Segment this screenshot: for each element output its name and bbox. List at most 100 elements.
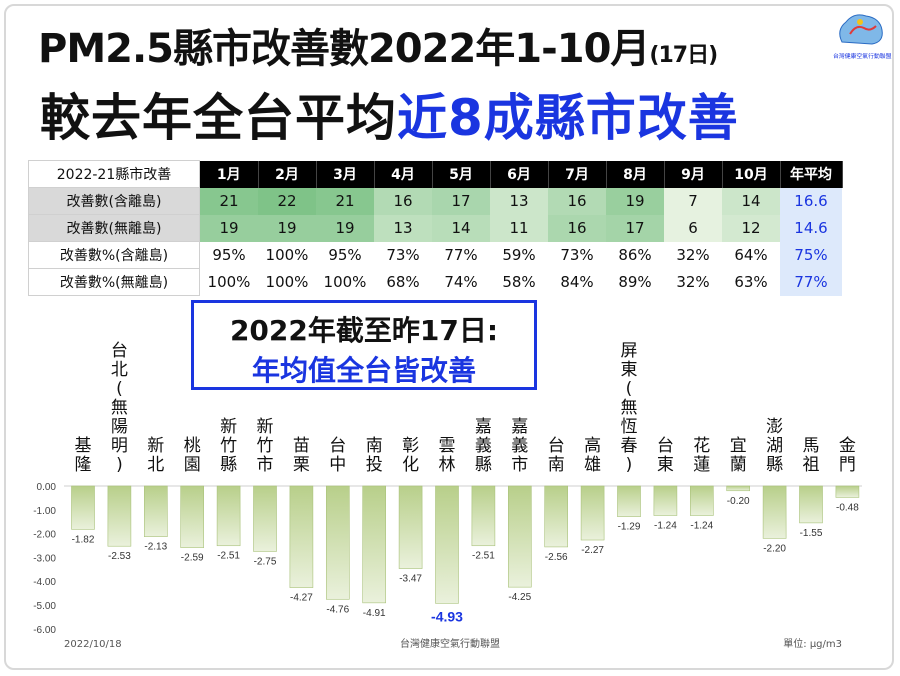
row-label: 改善數(含離島) <box>28 187 200 215</box>
data-label: -1.24 <box>690 521 713 532</box>
category-label: 新竹市 <box>257 417 274 475</box>
category-label: 台中 <box>329 436 346 475</box>
avg-cell: 16.6 <box>780 187 842 215</box>
callout-line1: 2022年截至昨17日: <box>229 314 499 347</box>
table-cell: 17 <box>432 187 490 215</box>
table-cell: 14 <box>432 214 490 242</box>
month-header: 9月 <box>664 160 723 188</box>
data-label: -4.76 <box>326 604 349 615</box>
chart-bar <box>180 485 204 548</box>
data-label: -4.91 <box>363 608 386 619</box>
logo-icon <box>839 14 883 45</box>
subtitle-highlight: 近8成縣市改善 <box>397 89 739 147</box>
table-cell: 68% <box>386 273 420 291</box>
category-label: 宜蘭 <box>730 436 747 475</box>
row-label: 改善數(無離島) <box>28 214 200 242</box>
y-tick-label: -6.00 <box>33 625 56 636</box>
category-label: 新竹縣 <box>220 417 237 475</box>
table-cell: 73% <box>386 246 420 264</box>
month-header: 10月 <box>722 160 781 188</box>
category-label: 彰化 <box>402 436 419 475</box>
avg-cell: 77% <box>780 268 842 296</box>
chart-bar <box>107 485 132 547</box>
improvement-table: 2022-21縣市改善 1月 2月 3月 4月 5月 6月 7月 8月 9月 1… <box>28 160 843 296</box>
title-note: (17日) <box>649 43 718 68</box>
table-cell: 7 <box>664 187 722 215</box>
avg-cell: 14.6 <box>780 214 842 242</box>
chart-bar <box>762 485 787 539</box>
unit-note: 單位: μg/m3 <box>783 637 842 650</box>
chart-bar <box>398 485 423 569</box>
data-label: -3.47 <box>399 574 422 585</box>
chart-bar <box>289 485 314 588</box>
data-label: -4.27 <box>290 593 313 604</box>
data-label: -2.51 <box>217 551 240 562</box>
y-tick-label: -5.00 <box>33 601 56 612</box>
category-label: 嘉義縣 <box>475 417 492 475</box>
month-header: 5月 <box>432 160 491 188</box>
chart-bar <box>507 485 532 588</box>
category-label: 澎湖縣 <box>766 417 783 475</box>
slide-frame <box>4 4 894 670</box>
table-cell: 100% <box>265 273 309 291</box>
y-tick-label: -4.00 <box>33 577 56 588</box>
table-cell: 16 <box>548 214 606 242</box>
page-subtitle: 較去年全台平均近8成縣市改善 <box>40 78 739 150</box>
data-label: -4.25 <box>508 592 531 603</box>
y-tick-label: -2.00 <box>33 530 56 541</box>
table-cell: 17 <box>606 214 664 242</box>
table-cell: 22 <box>258 187 316 215</box>
chart-bar <box>362 485 387 604</box>
data-label: -1.82 <box>72 534 95 545</box>
chart-bar <box>71 485 95 530</box>
data-label: -2.13 <box>144 542 167 553</box>
row-label: 改善數%(含離島) <box>28 241 200 269</box>
table-cell: 6 <box>664 214 722 242</box>
table-cell: 13 <box>490 187 548 215</box>
logo-text: 台灣健康空氣行動聯盟 <box>833 52 892 60</box>
table-cell: 84% <box>560 273 594 291</box>
table-cell: 63% <box>734 273 768 291</box>
month-header: 3月 <box>316 160 375 188</box>
table-row: 改善數(無離島) 19 19 19 13 14 11 16 17 6 12 14… <box>28 214 842 242</box>
table-cell: 95% <box>212 246 246 264</box>
category-label: 花蓮 <box>693 436 710 475</box>
table-cell: 100% <box>323 273 367 291</box>
chart-bar <box>471 485 496 547</box>
data-label: -4.93 <box>431 608 463 624</box>
chart-bar <box>689 485 714 516</box>
category-label: 高雄 <box>584 436 601 475</box>
chart-bar <box>435 485 459 604</box>
data-label: -2.27 <box>581 545 604 556</box>
table-cell: 19 <box>316 214 374 242</box>
logo: 台灣健康空氣行動聯盟 <box>830 8 892 66</box>
month-header: 2月 <box>258 160 317 188</box>
category-label: 雲林 <box>439 436 456 475</box>
table-cell: 100% <box>207 273 251 291</box>
category-label: 屏東(無恆春) <box>621 341 638 475</box>
category-label: 台東 <box>657 436 674 475</box>
chart-bar <box>144 485 168 537</box>
table-cell: 86% <box>618 246 652 264</box>
data-label: -2.20 <box>763 543 786 554</box>
category-label: 南投 <box>366 436 383 475</box>
table-cell: 13 <box>374 214 432 242</box>
row-label: 改善數%(無離島) <box>28 268 200 296</box>
table-cell: 19 <box>606 187 664 215</box>
subtitle-plain: 較去年全台平均 <box>40 89 397 147</box>
chart-bar <box>325 485 350 600</box>
category-label: 基隆 <box>75 436 92 475</box>
page-title: PM2.5縣市改善數2022年1-10月(17日) <box>38 26 718 72</box>
table-cell: 21 <box>199 187 258 215</box>
category-label: 金門 <box>839 436 856 475</box>
chart-bar <box>544 485 569 548</box>
month-header: 7月 <box>548 160 607 188</box>
table-cell: 12 <box>722 214 780 242</box>
table-cell: 77% <box>444 246 478 264</box>
table-cell: 11 <box>490 214 548 242</box>
table-cell: 58% <box>502 273 536 291</box>
table-cell: 74% <box>444 273 478 291</box>
chart-bar <box>617 485 641 518</box>
chart-bar <box>216 485 241 547</box>
month-header: 1月 <box>199 160 259 188</box>
